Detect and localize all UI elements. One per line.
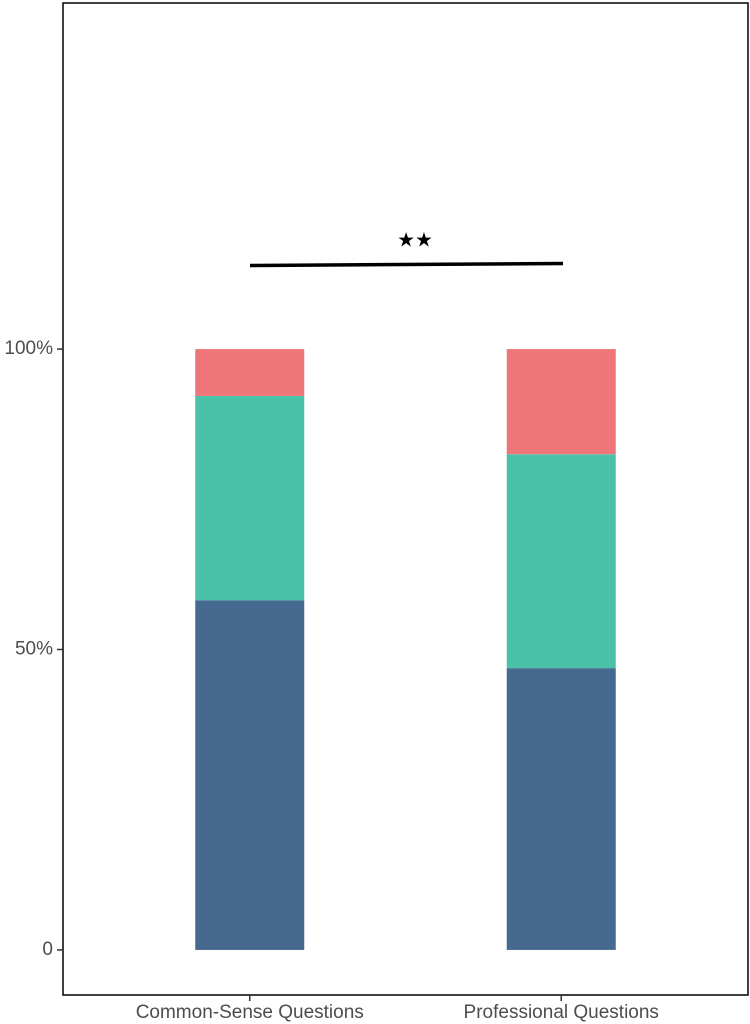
plot-frame <box>62 2 749 996</box>
y-tick-label: 50% <box>15 639 53 660</box>
bar-segment <box>195 395 305 601</box>
x-tick-label: Professional Questions <box>464 1002 659 1023</box>
bar-segment <box>195 349 305 396</box>
x-tick-label: Common-Sense Questions <box>136 1002 364 1023</box>
bar-segment <box>195 600 305 950</box>
bar-segment <box>506 454 616 669</box>
significance-label: ★★ <box>397 229 433 251</box>
y-tick-label: 0 <box>42 939 53 960</box>
bar-segment <box>506 349 616 455</box>
y-tick-label: 100% <box>4 338 53 359</box>
bar-segment <box>506 668 616 950</box>
significance-bracket <box>249 261 564 268</box>
